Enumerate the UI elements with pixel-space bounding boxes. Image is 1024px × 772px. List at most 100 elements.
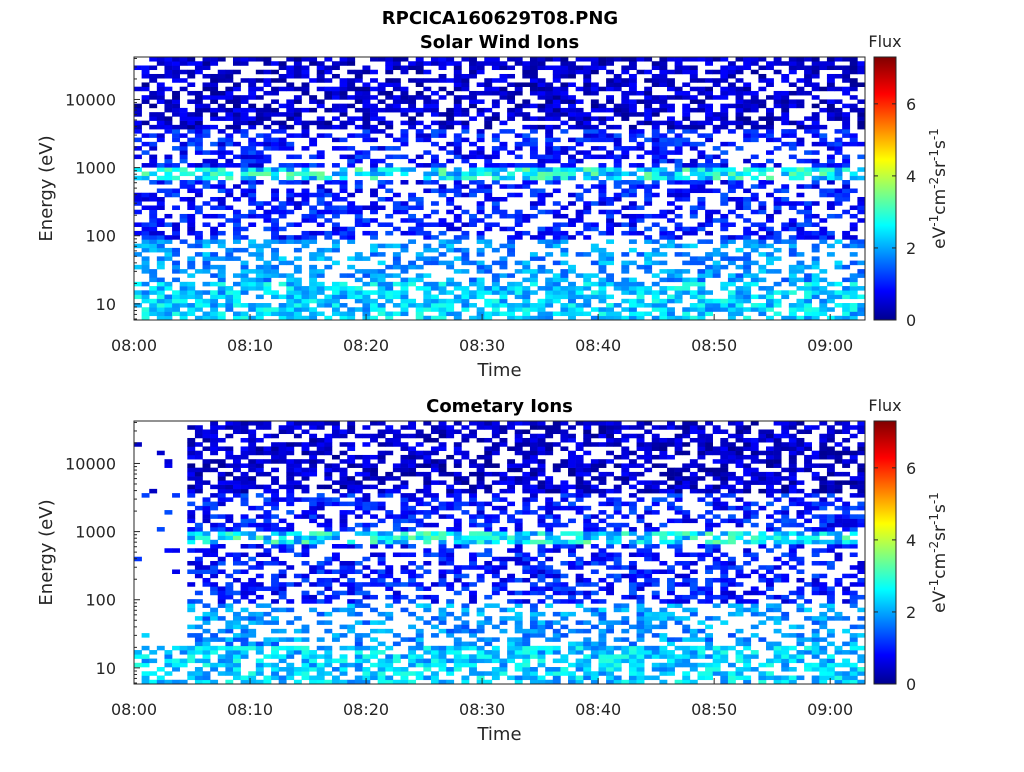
heatmap-cell (652, 273, 660, 278)
heatmap-cell (713, 218, 721, 223)
heatmap-cell (408, 282, 416, 287)
heatmap-cell (492, 676, 500, 681)
heatmap-cell (842, 87, 850, 92)
heatmap-cell (500, 176, 508, 181)
heatmap-cell (294, 480, 302, 485)
heatmap-cell (302, 468, 310, 473)
heatmap-cell (203, 159, 211, 164)
heatmap-cell (225, 629, 233, 634)
heatmap-cell (758, 286, 766, 291)
heatmap-cell (545, 193, 553, 198)
heatmap-cell (401, 468, 409, 473)
heatmap-cell (713, 176, 721, 181)
heatmap-cell (842, 155, 850, 160)
heatmap-cell (774, 239, 782, 244)
heatmap-cell (248, 303, 256, 308)
heatmap-cell (515, 214, 523, 219)
heatmap-cell (203, 184, 211, 189)
heatmap-cell (743, 91, 751, 96)
heatmap-cell (652, 290, 660, 295)
heatmap-cell (736, 108, 744, 113)
heatmap-cell (294, 282, 302, 287)
heatmap-cell (774, 312, 782, 317)
heatmap-cell (416, 163, 424, 168)
heatmap-cell (576, 167, 584, 172)
heatmap-cell (507, 540, 515, 545)
heatmap-cell (248, 536, 256, 541)
heatmap-cell (203, 133, 211, 138)
heatmap-cell (408, 239, 416, 244)
heatmap-cell (210, 57, 218, 62)
heatmap-cell (164, 239, 172, 244)
heatmap-cell (203, 176, 211, 181)
heatmap-cell (401, 582, 409, 587)
heatmap-cell (142, 261, 150, 266)
heatmap-cell (591, 290, 599, 295)
heatmap-cell (385, 133, 393, 138)
heatmap-cell (203, 222, 211, 227)
heatmap-cell (172, 78, 180, 83)
heatmap-cell (720, 167, 728, 172)
heatmap-cell (766, 138, 774, 143)
heatmap-cell (621, 116, 629, 121)
heatmap-cell (598, 104, 606, 109)
heatmap-cell (484, 603, 492, 608)
heatmap-cell (583, 176, 591, 181)
heatmap-cell (203, 303, 211, 308)
heatmap-cell (736, 299, 744, 304)
heatmap-cell (180, 218, 188, 223)
heatmap-cell (248, 214, 256, 219)
heatmap-cell (789, 273, 797, 278)
heatmap-cell (203, 150, 211, 155)
heatmap-cell (218, 78, 226, 83)
heatmap-cell (530, 290, 538, 295)
heatmap-cell (751, 239, 759, 244)
heatmap-cell (461, 612, 469, 617)
heatmap-cell (469, 493, 477, 498)
heatmap-cell (203, 548, 211, 553)
heatmap-cell (286, 485, 294, 490)
heatmap-cell (378, 659, 386, 664)
heatmap-cell (355, 642, 363, 647)
heatmap-cell (644, 197, 652, 202)
heatmap-cell (545, 303, 553, 308)
x-tick-label: 08:30 (459, 336, 505, 355)
heatmap-cell (324, 578, 332, 583)
heatmap-cell (446, 650, 454, 655)
heatmap-cell (736, 214, 744, 219)
heatmap-cell (180, 197, 188, 202)
heatmap-cell (294, 442, 302, 447)
heatmap-cell (621, 99, 629, 104)
heatmap-cell (423, 536, 431, 541)
heatmap-cell (256, 201, 264, 206)
heatmap-cell (652, 125, 660, 130)
heatmap-cell (500, 163, 508, 168)
heatmap-cell (492, 282, 500, 287)
heatmap-cell (195, 70, 203, 75)
heatmap-cell (774, 248, 782, 253)
heatmap-cell (317, 176, 325, 181)
heatmap-cell (317, 273, 325, 278)
heatmap-cell (621, 261, 629, 266)
heatmap-cell (393, 303, 401, 308)
heatmap-cell (644, 201, 652, 206)
heatmap-cell (477, 553, 485, 558)
heatmap-cell (469, 163, 477, 168)
heatmap-cell (652, 155, 660, 160)
heatmap-cell (225, 527, 233, 532)
heatmap-cell (279, 536, 287, 541)
heatmap-cell (286, 112, 294, 117)
heatmap-cell (591, 184, 599, 189)
heatmap-cell (606, 231, 614, 236)
heatmap-cell (408, 493, 416, 498)
heatmap-cell (370, 138, 378, 143)
heatmap-cell (629, 231, 637, 236)
heatmap-cell (263, 312, 271, 317)
heatmap-cell (195, 574, 203, 579)
heatmap-cell (248, 269, 256, 274)
heatmap-cell (454, 286, 462, 291)
heatmap-cell (294, 222, 302, 227)
heatmap-cell (492, 303, 500, 308)
heatmap-cell (271, 557, 279, 562)
heatmap-cell (736, 235, 744, 240)
